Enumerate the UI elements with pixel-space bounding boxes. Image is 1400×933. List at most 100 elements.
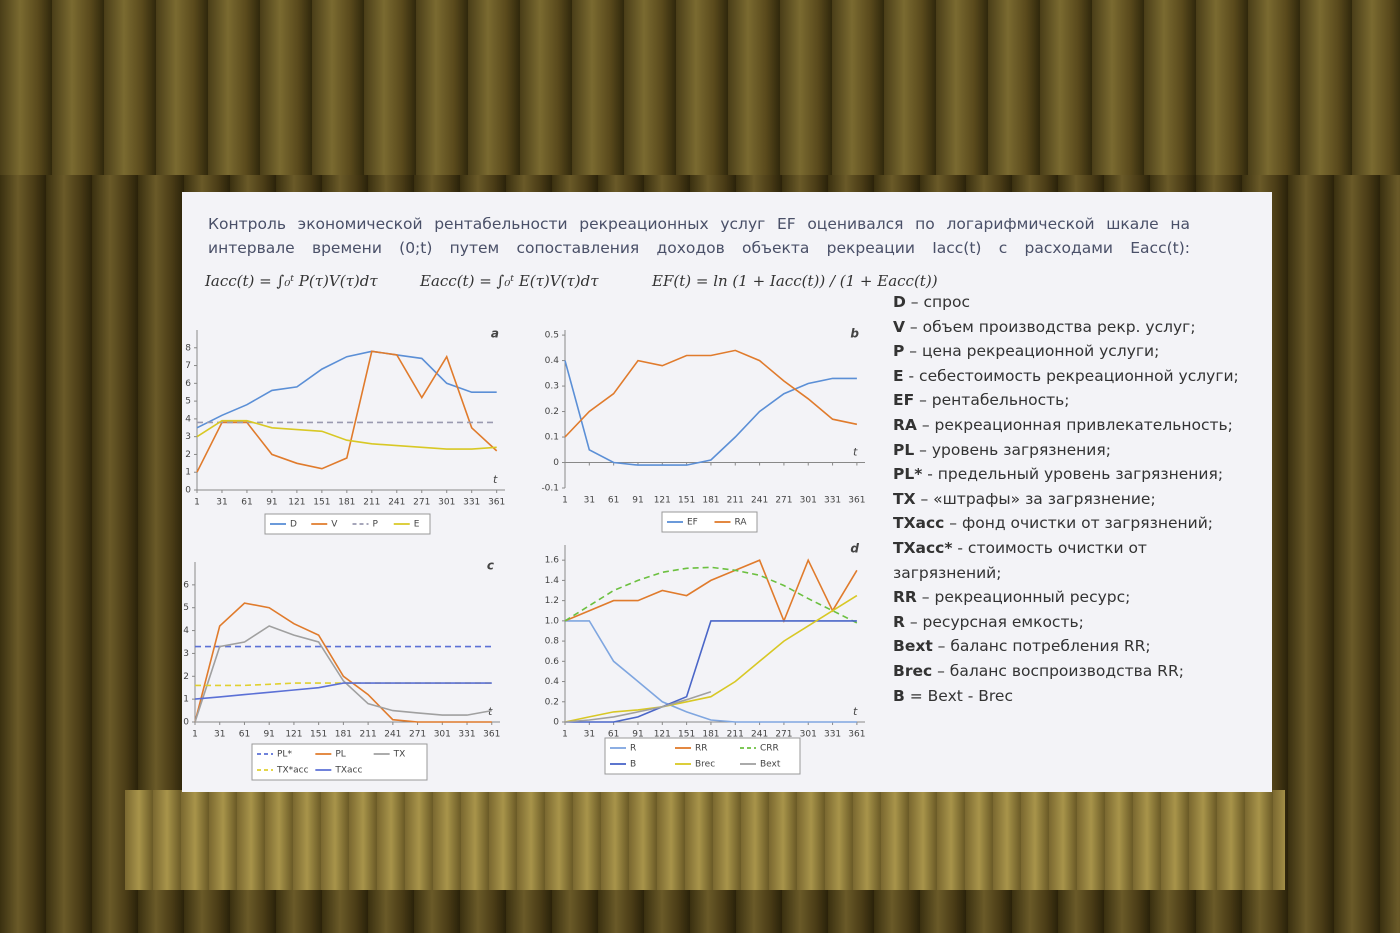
series-line — [194, 602, 492, 723]
x-tick-label: 1 — [192, 730, 198, 740]
legend-label: E — [414, 520, 420, 530]
y-tick-label: 0.5 — [545, 331, 559, 341]
term: TXacc* — [893, 538, 953, 557]
term: RR — [893, 588, 917, 607]
y-tick-label: 7 — [185, 361, 191, 371]
legend-label: Bext — [760, 760, 781, 770]
legend-label: V — [331, 520, 338, 530]
x-tick-label: 331 — [458, 730, 475, 740]
x-tick-label: 211 — [360, 730, 377, 740]
x-tick-label: 331 — [824, 730, 841, 740]
x-tick-label: 271 — [775, 730, 792, 740]
x-tick-label: 301 — [800, 496, 817, 506]
x-tick-label: 31 — [584, 496, 595, 506]
x-tick-label: 151 — [678, 730, 695, 740]
y-tick-label: 8 — [185, 343, 191, 353]
x-tick-label: 301 — [438, 498, 455, 508]
term-text: - стоимость очистки от загрязнений; — [893, 538, 1147, 582]
definitions: D – спрос V – объем производства рекр. ус… — [893, 290, 1253, 708]
y-tick-label: 5 — [183, 603, 189, 613]
legend-label: TXacc — [334, 766, 362, 776]
curtain-valance — [0, 0, 1400, 175]
term-text: – объем производства рекр. услуг; — [905, 317, 1196, 336]
legend-label: CRR — [760, 744, 779, 754]
y-tick-label: 0.1 — [545, 433, 559, 443]
x-tick-label: 61 — [241, 498, 252, 508]
definition: TXacc* - стоимость очистки от загрязнени… — [893, 536, 1253, 585]
x-tick-label: 301 — [800, 730, 817, 740]
x-tick-label: 61 — [239, 730, 250, 740]
x-tick-label: 361 — [483, 730, 500, 740]
series-line — [196, 419, 497, 450]
x-tick-label: 181 — [338, 498, 355, 508]
x-tick-label: 61 — [608, 496, 619, 506]
legend-box — [264, 513, 431, 535]
definition: B = Bext - Brec — [893, 684, 1253, 709]
panel-label: a — [491, 327, 499, 341]
x-tick-label: 271 — [409, 730, 426, 740]
term: D — [893, 293, 906, 311]
x-tick-label: 121 — [654, 730, 671, 740]
x-tick-label: 151 — [313, 498, 330, 508]
y-tick-label: 1.6 — [545, 556, 560, 566]
definition: TX – «штрафы» за загрязнение; — [893, 487, 1253, 512]
definition: Brec – баланс воспроизводства RR; — [893, 659, 1253, 684]
y-tick-label: 6 — [185, 379, 191, 389]
term: TX — [893, 489, 916, 508]
definition: R – ресурсная емкость; — [893, 610, 1253, 635]
term-text: – спрос — [905, 293, 970, 311]
y-tick-label: -0.1 — [541, 484, 559, 494]
legend-box — [661, 511, 758, 533]
y-tick-label: 2 — [183, 672, 189, 682]
x-tick-label: 331 — [824, 496, 841, 506]
panel-label: c — [487, 559, 494, 573]
x-tick-label: 211 — [363, 498, 380, 508]
intro-text: Контроль экономической рентабельности ре… — [208, 215, 1190, 257]
legend-label: EF — [687, 518, 698, 528]
x-tick-label: 91 — [266, 498, 277, 508]
x-tick-label: 31 — [216, 498, 227, 508]
x-tick-label: 91 — [632, 496, 643, 506]
y-tick-label: 5 — [185, 397, 191, 407]
definition: PL – уровень загрязнения; — [893, 438, 1253, 463]
y-tick-label: 0.4 — [545, 677, 560, 687]
legend-label: P — [373, 520, 379, 530]
y-tick-label: 3 — [185, 432, 191, 442]
x-axis-label: t — [853, 446, 858, 459]
formula: Eacc(t) = ∫₀ᵗ E(τ)V(τ)dτ — [420, 272, 599, 290]
legend-box — [604, 737, 801, 775]
term: Brec — [893, 661, 933, 680]
x-tick-label: 181 — [702, 730, 719, 740]
x-tick-label: 361 — [848, 496, 865, 506]
x-tick-label: 91 — [263, 730, 274, 740]
x-tick-label: 1 — [562, 496, 568, 506]
y-tick-label: 1.4 — [545, 576, 560, 586]
x-tick-label: 331 — [463, 498, 480, 508]
x-tick-label: 301 — [434, 730, 451, 740]
definition: PL* - предельный уровень загрязнения; — [893, 462, 1253, 487]
y-tick-label: 1 — [185, 468, 191, 478]
x-tick-label: 241 — [751, 496, 768, 506]
y-tick-label: 0 — [553, 458, 559, 468]
y-tick-label: 0 — [183, 718, 189, 728]
x-tick-label: 31 — [584, 730, 595, 740]
x-tick-label: 181 — [702, 496, 719, 506]
term: R — [893, 612, 905, 631]
y-tick-label: 0.4 — [545, 356, 560, 366]
term-text: – цена рекреационной услуги; — [904, 342, 1160, 361]
y-tick-label: 6 — [183, 580, 189, 590]
x-tick-label: 151 — [310, 730, 327, 740]
term: PL* — [893, 465, 923, 484]
x-tick-label: 121 — [654, 496, 671, 506]
definition: P – цена рекреационной услуги; — [893, 339, 1253, 364]
legend-label: RR — [695, 744, 708, 754]
series-line — [194, 625, 492, 723]
definition: Bext – баланс потребления RR; — [893, 634, 1253, 659]
x-axis-label: t — [493, 473, 498, 486]
x-axis-label: t — [853, 705, 858, 718]
legend-label: Brec — [695, 760, 715, 770]
series-line — [564, 594, 858, 723]
x-tick-label: 361 — [848, 730, 865, 740]
